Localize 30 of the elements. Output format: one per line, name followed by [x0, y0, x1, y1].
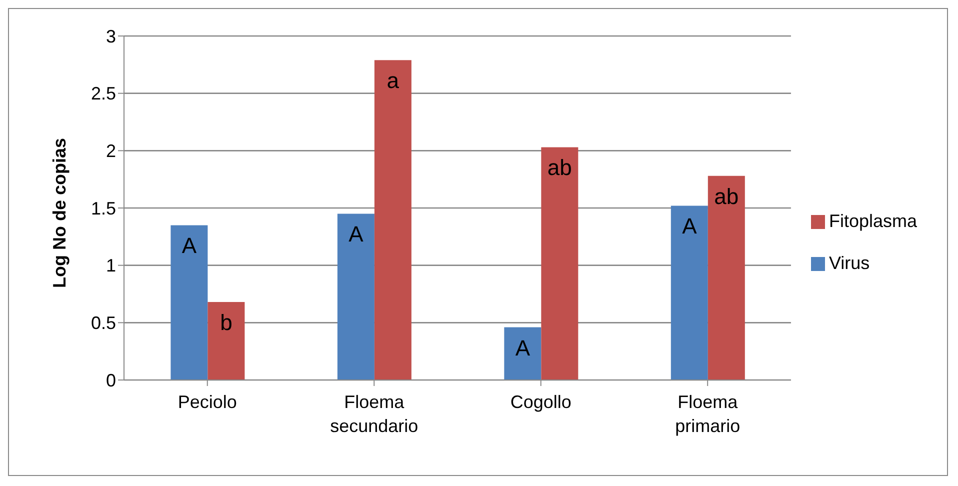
- data-label: A: [515, 335, 530, 360]
- y-tick-label: 1.5: [90, 198, 116, 218]
- y-tick-label: 0: [106, 370, 116, 390]
- data-label: b: [220, 310, 232, 336]
- bar: [670, 206, 708, 380]
- y-tick-label: 0.5: [90, 313, 116, 334]
- y-tick-label: 2: [106, 141, 116, 162]
- x-tick-label: Floema primario: [675, 392, 740, 436]
- bar: [170, 225, 208, 380]
- y-tick-label: 3: [106, 26, 116, 46]
- bar: [374, 60, 412, 380]
- data-label: a: [386, 68, 400, 94]
- bar: [541, 147, 578, 380]
- x-tick-label: Floema secundario: [330, 392, 418, 436]
- x-tick-label: Peciolo: [178, 392, 237, 412]
- legend-label: Virus: [828, 253, 870, 273]
- x-tick-label: Cogollo: [510, 392, 572, 412]
- data-label: A: [682, 214, 698, 239]
- y-axis-title: Log No de copias: [49, 138, 70, 288]
- bar: [504, 327, 542, 380]
- y-tick-label: 2.5: [90, 84, 116, 104]
- bar: [337, 214, 374, 380]
- y-tick-label: 1: [106, 256, 116, 276]
- bar: [208, 302, 245, 380]
- bar: [708, 176, 745, 380]
- data-label: A: [182, 233, 197, 258]
- legend-label: Fitoplasma: [828, 211, 917, 231]
- data-label: ab: [714, 184, 739, 209]
- data-label: A: [348, 222, 364, 247]
- data-label: ab: [547, 155, 572, 180]
